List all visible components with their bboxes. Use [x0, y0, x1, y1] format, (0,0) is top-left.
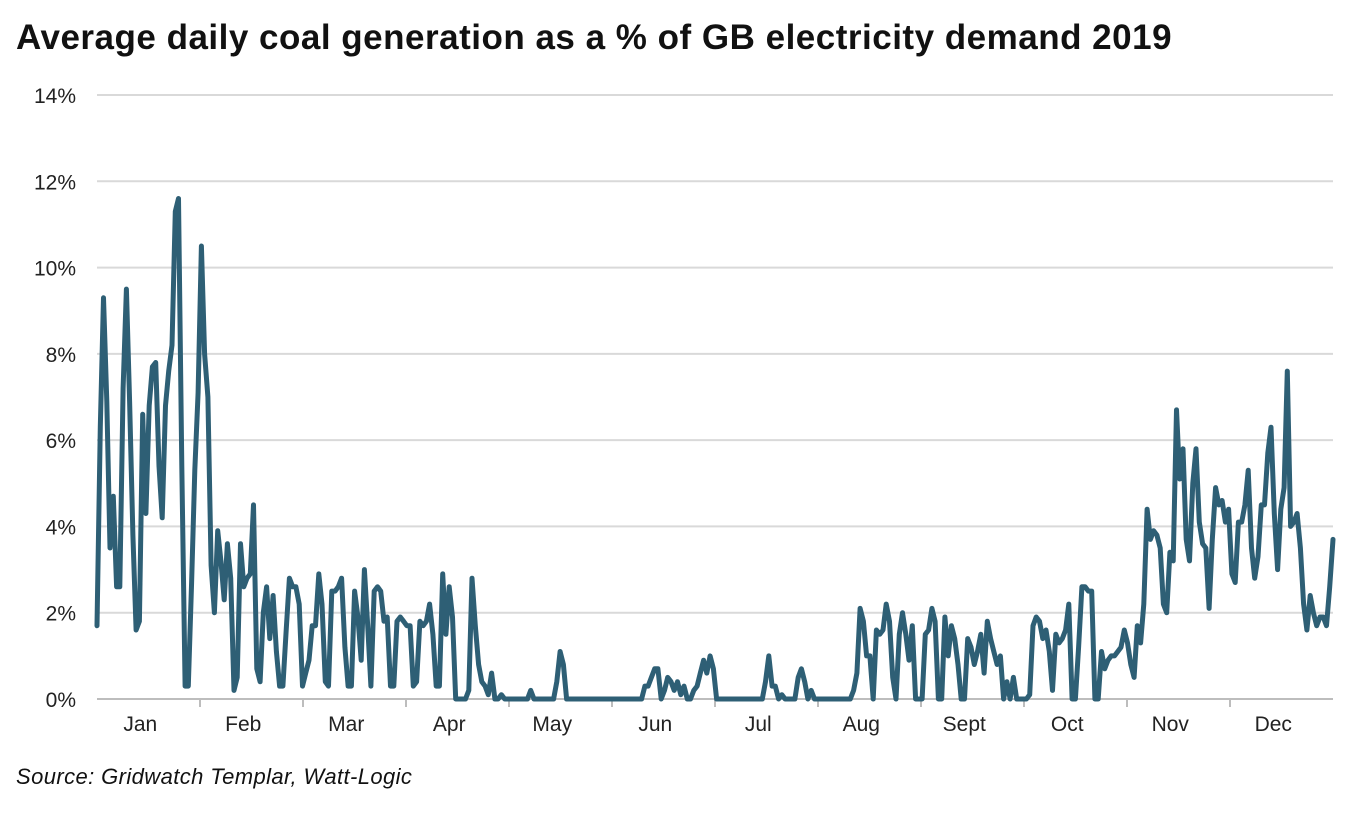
y-tick-label: 2%: [46, 603, 76, 626]
gridlines: [97, 94, 1333, 614]
source-note: Source: Gridwatch Templar, Watt-Logic: [16, 764, 413, 789]
x-tick-label-mar: Mar: [328, 713, 364, 736]
coal-generation-series-line: [94, 196, 1336, 702]
x-tick-label-feb: Feb: [225, 713, 261, 736]
y-tick-label: 0%: [46, 689, 76, 712]
series-layer: [94, 196, 1336, 702]
y-tick-label: 14%: [34, 85, 76, 108]
y-tick-label: 6%: [46, 430, 76, 453]
x-tick-label-apr: Apr: [433, 713, 466, 736]
x-tick-label-sept: Sept: [943, 713, 986, 736]
x-tick-label-dec: Dec: [1255, 713, 1292, 736]
x-tick-label-nov: Nov: [1152, 713, 1190, 736]
x-tick-label-jan: Jan: [123, 713, 157, 736]
y-tick-label: 10%: [34, 258, 76, 281]
chart-title: Average daily coal generation as a % of …: [16, 18, 1173, 57]
y-axis-tick-labels: 0% 2% 4% 6% 8% 10% 12% 14%: [34, 85, 76, 712]
x-tick-label-may: May: [532, 713, 572, 736]
x-tick-label-oct: Oct: [1051, 713, 1084, 736]
y-tick-label: 8%: [46, 344, 76, 367]
y-tick-label: 12%: [34, 171, 76, 194]
x-tick-label-aug: Aug: [843, 713, 880, 736]
x-tick-label-jun: Jun: [638, 713, 672, 736]
x-axis-month-labels: Jan Feb Mar Apr May Jun Jul Aug Sept Oct Nov Dec: [123, 713, 1292, 736]
x-tick-label-jul: Jul: [745, 713, 772, 736]
y-tick-label: 4%: [46, 516, 76, 539]
